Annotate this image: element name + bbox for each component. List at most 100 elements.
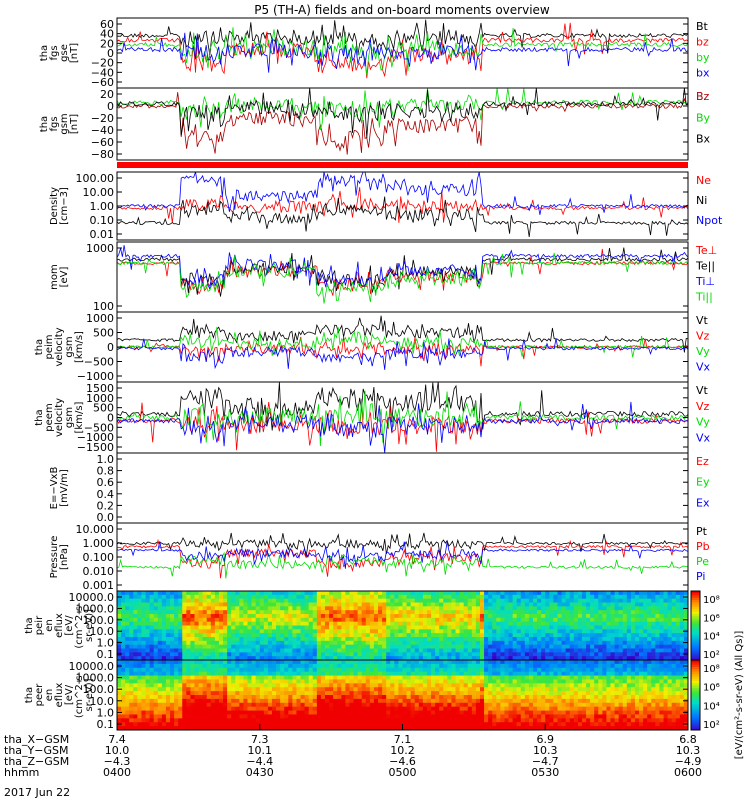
heatmap-cell — [320, 714, 326, 719]
heatmap-cell — [426, 718, 432, 723]
heatmap-cell — [353, 710, 359, 715]
heatmap-cell — [586, 644, 591, 649]
heatmap-cell — [537, 591, 542, 596]
heatmap-cell — [255, 683, 261, 688]
heatmap-cell — [545, 606, 550, 611]
heatmap-cell — [577, 606, 583, 611]
heatmap-cell — [553, 695, 558, 700]
heatmap-cell — [198, 644, 204, 649]
heatmap-cell — [149, 656, 155, 661]
heatmap-cell — [137, 640, 142, 646]
heatmap-cell — [382, 714, 387, 719]
heatmap-cell — [170, 667, 175, 673]
heatmap-cell — [414, 691, 420, 696]
heatmap-cell — [149, 602, 155, 607]
heatmap-cell — [255, 591, 261, 596]
heatmap-cell — [182, 722, 187, 727]
heatmap-cell — [194, 695, 199, 700]
heatmap-cell — [267, 629, 273, 634]
heatmap-cell — [659, 610, 664, 615]
y-axis-label: velocity — [54, 398, 65, 437]
heatmap-cell — [545, 633, 550, 638]
heatmap-cell — [435, 629, 440, 634]
heatmap-cell — [398, 660, 403, 665]
heatmap-cell — [541, 614, 546, 619]
heatmap-cell — [373, 698, 379, 704]
heatmap-cell — [520, 671, 526, 676]
heatmap-cell — [292, 629, 297, 634]
heatmap-cell — [345, 625, 350, 630]
heatmap-cell — [214, 663, 220, 669]
heatmap-cell — [378, 683, 383, 688]
heatmap-cell — [443, 726, 448, 731]
heatmap-cell — [561, 714, 567, 719]
heatmap-cell — [418, 652, 424, 657]
heatmap-cell — [165, 621, 171, 626]
heatmap-cell — [198, 702, 204, 708]
heatmap-cell — [496, 691, 501, 696]
heatmap-cell — [382, 695, 387, 700]
heatmap-cell — [382, 687, 387, 692]
heatmap-cell — [484, 679, 489, 684]
heatmap-cell — [516, 702, 522, 708]
heatmap-cell — [492, 726, 497, 731]
heatmap-cell — [496, 617, 501, 623]
heatmap-cell — [545, 675, 550, 680]
heatmap-cell — [210, 598, 216, 603]
heatmap-cell — [614, 640, 620, 646]
heatmap-cell — [149, 591, 155, 596]
heatmap-cell — [614, 633, 620, 638]
heatmap-cell — [329, 617, 334, 623]
heatmap-cell — [586, 640, 591, 646]
heatmap-cell — [365, 702, 371, 708]
heatmap-cell — [504, 722, 509, 727]
heatmap-cell — [590, 637, 595, 642]
heatmap-cell — [276, 594, 281, 600]
heatmap-cell — [451, 602, 456, 607]
heatmap-cell — [243, 591, 248, 596]
heatmap-cell — [165, 640, 171, 646]
heatmap-cell — [255, 698, 261, 704]
heatmap-cell — [210, 679, 216, 684]
heatmap-cell — [565, 671, 571, 676]
heatmap-cell — [533, 602, 538, 607]
heatmap-cell — [679, 610, 685, 615]
heatmap-cell — [141, 598, 146, 603]
heatmap-cell — [349, 706, 354, 711]
heatmap-cell — [406, 660, 412, 665]
heatmap-cell — [455, 691, 460, 696]
heatmap-cell — [512, 614, 518, 619]
heatmap-cell — [553, 640, 558, 646]
heatmap-cell — [267, 663, 273, 669]
heatmap-cell — [569, 726, 575, 731]
legend-entry: By — [696, 111, 711, 124]
heatmap-cell — [373, 660, 379, 665]
heatmap-cell — [178, 698, 183, 704]
heatmap-cell — [333, 695, 338, 700]
heatmap-cell — [137, 629, 142, 634]
heatmap-cell — [586, 687, 591, 692]
heatmap-cell — [606, 629, 611, 634]
heatmap-cell — [312, 614, 318, 619]
heatmap-cell — [373, 648, 379, 653]
heatmap-cell — [516, 698, 522, 704]
y-tick-label: 10.00 — [83, 186, 115, 199]
heatmap-cell — [479, 640, 485, 646]
heatmap-cell — [267, 640, 273, 646]
heatmap-cell — [361, 726, 367, 731]
heatmap-cell — [121, 691, 126, 696]
heatmap-cell — [500, 594, 505, 600]
heatmap-cell — [565, 695, 571, 700]
heatmap-cell — [382, 648, 387, 653]
heatmap-cell — [581, 691, 587, 696]
heatmap-cell — [137, 610, 142, 615]
heatmap-cell — [316, 606, 322, 611]
heatmap-cell — [369, 621, 375, 626]
heatmap-cell — [581, 602, 587, 607]
heatmap-cell — [369, 637, 375, 642]
heatmap-cell — [565, 621, 571, 626]
heatmap-cell — [202, 633, 208, 638]
heatmap-cell — [304, 602, 310, 607]
heatmap-cell — [255, 718, 261, 723]
heatmap-cell — [333, 698, 338, 704]
